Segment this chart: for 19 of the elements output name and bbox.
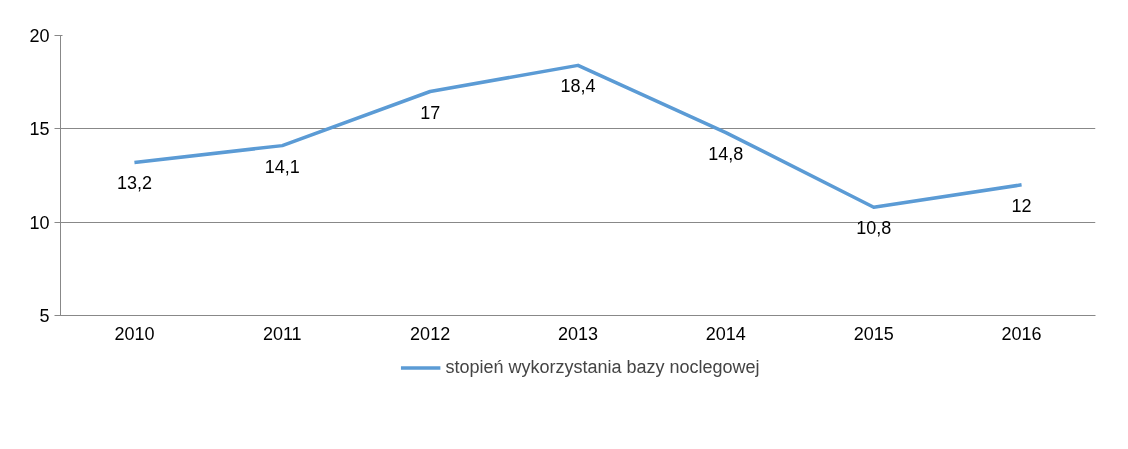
data-label: 10,8: [856, 218, 892, 239]
x-tick-label: 2016: [1001, 323, 1042, 344]
data-label: 18,4: [560, 76, 596, 97]
y-tick-label: 15: [29, 119, 50, 140]
data-label: 17: [420, 102, 441, 123]
data-label: 14,8: [708, 143, 744, 164]
legend-label: stopień wykorzystania bazy noclegowej: [445, 356, 760, 378]
y-tick-label: 5: [39, 306, 50, 326]
x-tick-label: 2011: [262, 323, 302, 344]
x-tick-label: 2013: [557, 323, 599, 344]
x-tick-label: 2014: [705, 323, 746, 344]
y-tick-label: 20: [29, 26, 50, 46]
x-tick-label: 2015: [853, 323, 894, 344]
y-tick-label: 10: [29, 212, 50, 233]
data-label: 12: [1011, 195, 1032, 216]
x-tick-label: 2010: [114, 323, 155, 344]
x-tick-label: 2012: [410, 323, 451, 344]
data-label: 14,1: [264, 156, 300, 177]
data-label: 13,2: [116, 173, 152, 194]
